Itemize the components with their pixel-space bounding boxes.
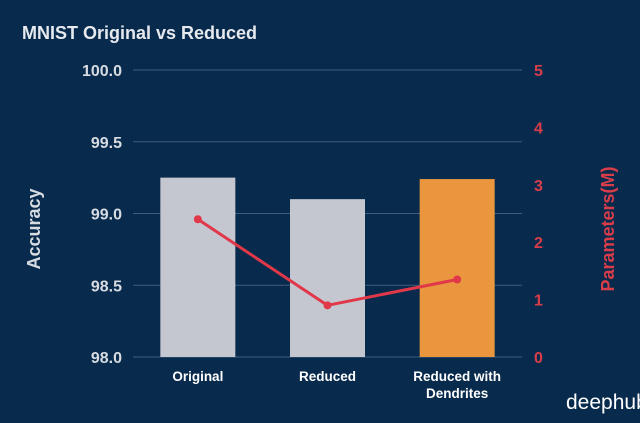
x-axis-ticks: Original Reduced Reduced with Dendrites	[172, 369, 501, 401]
parameters-point-1	[193, 215, 202, 224]
x-tick-label: Reduced with Dendrites	[413, 369, 501, 401]
watermark: deephub	[566, 391, 640, 414]
y-axis-label: Accuracy	[24, 188, 44, 269]
y-tick-label: 99.5	[91, 135, 122, 152]
y2-tick-label: 4	[534, 120, 543, 137]
y-tick-label: 99.0	[91, 207, 122, 224]
chart-title: MNIST Original vs Reduced	[22, 23, 257, 43]
y2-tick-label: 5	[534, 63, 543, 80]
y2-axis-label: Parameters(M)	[598, 166, 618, 291]
y2-axis-ticks: 0 1 2 3 4 5	[534, 63, 543, 367]
y2-tick-label: 1	[534, 293, 543, 310]
parameters-point-3	[453, 275, 462, 284]
parameters-series	[193, 215, 462, 310]
y2-tick-label: 0	[534, 350, 543, 367]
parameters-point-2	[323, 301, 332, 310]
bar-3	[419, 179, 495, 357]
y2-tick-label: 3	[534, 178, 543, 195]
y-tick-label: 98.5	[91, 278, 122, 295]
y-axis-ticks: 98.0 98.5 99.0 99.5 100.0	[82, 63, 122, 367]
bars	[160, 177, 495, 357]
x-tick-label: Reduced	[299, 369, 356, 384]
y-tick-label: 98.0	[91, 350, 122, 367]
y2-tick-label: 2	[534, 235, 543, 252]
x-tick-label: Original	[172, 369, 223, 384]
bar-2	[290, 199, 365, 357]
bar-1	[160, 177, 236, 357]
y-tick-label: 100.0	[82, 63, 122, 80]
